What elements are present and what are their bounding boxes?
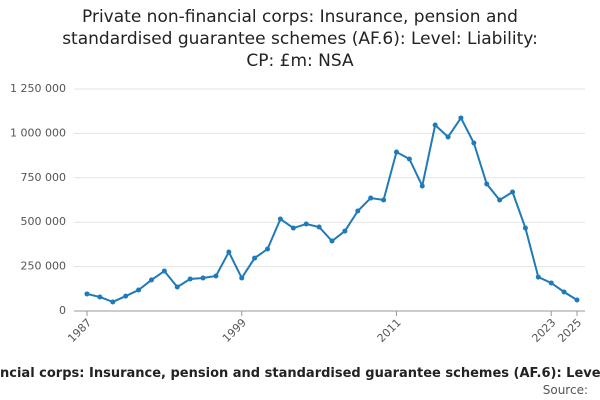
- y-tick-label: 1 000 000: [10, 126, 66, 139]
- chart-title: Private non-financial corps: Insurance, …: [62, 7, 538, 71]
- line: [86, 115, 578, 304]
- point: [484, 181, 490, 187]
- x-tick-label: 2011: [375, 316, 404, 345]
- point: [368, 195, 374, 201]
- point: [381, 197, 387, 203]
- y-tick-label: 750 000: [21, 171, 67, 184]
- point: [574, 297, 580, 303]
- point: [123, 293, 129, 299]
- point: [136, 287, 142, 293]
- point: [497, 197, 503, 203]
- point: [522, 225, 528, 231]
- point: [265, 246, 271, 252]
- x-tick-label: 1999: [220, 316, 249, 345]
- y-tick-label: 0: [59, 304, 66, 317]
- point: [97, 294, 103, 300]
- point: [355, 208, 361, 214]
- point: [110, 299, 116, 305]
- point: [432, 122, 438, 128]
- point: [252, 255, 258, 261]
- y-tick-label: 1 250 000: [10, 82, 66, 95]
- point: [200, 275, 206, 281]
- point: [148, 277, 154, 283]
- point: [548, 280, 554, 286]
- point: [393, 149, 399, 155]
- point: [458, 115, 464, 121]
- caption: ncial corps: Insurance, pension and stan…: [0, 366, 600, 381]
- point: [84, 291, 90, 297]
- point: [316, 224, 322, 230]
- point: [419, 183, 425, 189]
- point: [303, 221, 309, 227]
- x-tick-label: 2025: [555, 316, 584, 345]
- point: [535, 274, 541, 280]
- point: [213, 273, 219, 279]
- x-tick-label: 1987: [65, 316, 94, 345]
- y-tick-label: 250 000: [21, 260, 67, 273]
- point: [329, 238, 335, 244]
- point: [510, 189, 516, 195]
- point: [471, 140, 477, 146]
- point: [277, 216, 283, 222]
- y-tick-label: 500 000: [21, 215, 67, 228]
- point: [187, 276, 193, 282]
- source: Source:: [542, 383, 588, 397]
- point: [161, 268, 167, 274]
- point: [226, 249, 232, 255]
- point: [342, 228, 348, 234]
- point: [561, 289, 567, 295]
- x-tick-label: 2023: [529, 316, 558, 345]
- point: [174, 284, 180, 290]
- point: [290, 225, 296, 231]
- point: [406, 156, 412, 162]
- point: [445, 134, 451, 140]
- point: [239, 275, 245, 281]
